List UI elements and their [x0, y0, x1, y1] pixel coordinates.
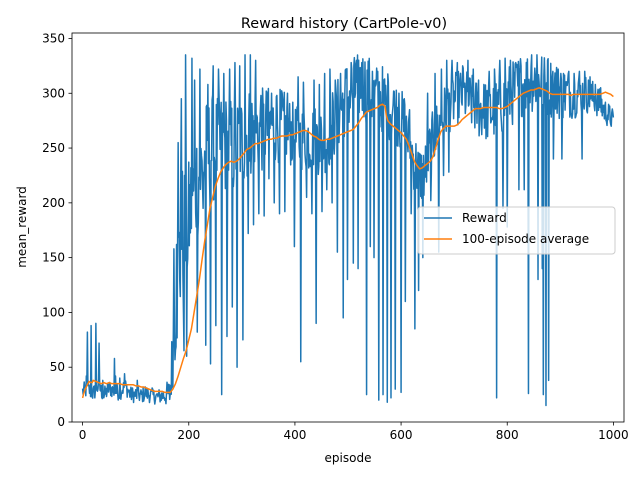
y-axis-label: mean_reward — [15, 186, 29, 268]
x-tick-label: 1000 — [598, 428, 629, 442]
y-tick-label: 100 — [42, 305, 65, 319]
y-tick-label: 350 — [42, 31, 65, 45]
y-tick-label: 50 — [50, 360, 65, 374]
y-tick-label: 0 — [57, 415, 65, 429]
legend-label-reward: Reward — [462, 211, 507, 225]
series-layer — [81, 54, 615, 407]
series-average-line — [81, 87, 614, 399]
chart-title: Reward history (CartPole-v0) — [241, 16, 447, 32]
y-axis-ticks: 0 50 100 150 200 250 300 350 — [42, 31, 72, 429]
y-tick-label: 200 — [42, 196, 65, 210]
plot-area — [71, 32, 625, 423]
legend-box — [417, 206, 616, 255]
x-axis-label: episode — [325, 451, 372, 465]
x-tick-label: 600 — [390, 428, 413, 442]
x-tick-label: 800 — [496, 428, 519, 442]
x-tick-label: 200 — [177, 428, 200, 442]
y-tick-label: 150 — [42, 251, 65, 265]
legend: Reward 100-episode average — [417, 206, 616, 255]
x-tick-label: 0 — [79, 428, 87, 442]
plot-frame — [71, 32, 625, 423]
legend-label-average: 100-episode average — [462, 232, 589, 246]
y-tick-label: 300 — [42, 86, 65, 100]
x-tick-label: 400 — [283, 428, 306, 442]
y-tick-label: 250 — [42, 141, 65, 155]
x-axis-ticks: 0 200 400 600 800 1000 — [79, 422, 629, 442]
